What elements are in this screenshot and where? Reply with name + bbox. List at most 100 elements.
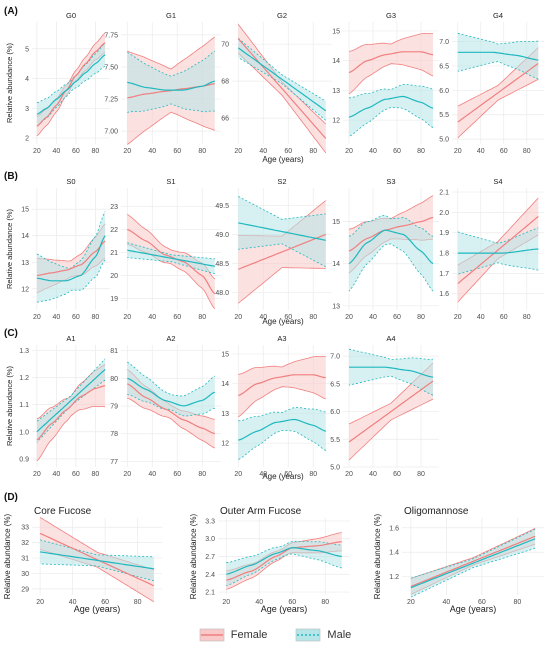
y-tick-label: 14 (332, 261, 340, 268)
panel-s0: 20 40 60 80 12 13 14 15 S0 (B) Relative abundance … (4, 171, 110, 321)
x-tick-label: 40 (52, 148, 60, 155)
x-tick-label: 60 (284, 471, 292, 478)
y-tick-label: 7.0 (330, 354, 340, 361)
panel-title: G3 (386, 11, 396, 20)
x-tick-label: 40 (259, 314, 267, 321)
panel-a3: 20 40 60 80 12 13 14 15 A3 (221, 334, 332, 478)
y-tick-label: 79 (110, 404, 118, 411)
x-tick-label: 20 (234, 314, 242, 321)
series-line-female (238, 374, 326, 397)
y-tick-label: 1.7 (439, 271, 449, 278)
y-tick-label: 5.5 (330, 437, 340, 444)
y-tick-label: 80 (110, 376, 118, 383)
band-edge-female (36, 405, 106, 462)
panel-label: (A) (4, 6, 18, 17)
y-tick-label: 77 (110, 459, 118, 466)
y-tick-label: 68 (221, 79, 229, 86)
x-tick-label: 20 (33, 148, 41, 155)
x-tick-label: 80 (417, 471, 425, 478)
y-tick-label: 29 (21, 586, 29, 593)
panel-title: G1 (166, 11, 176, 20)
x-tick-label: 80 (198, 471, 206, 478)
x-tick-label: 60 (72, 314, 80, 321)
band-edge-male (457, 262, 539, 275)
x-axis-label: Age (years) (262, 317, 304, 326)
series-line-male (127, 80, 215, 91)
band-edge-female (238, 52, 327, 154)
x-tick-label: 20 (454, 314, 462, 321)
x-tick-label: 60 (500, 148, 508, 155)
x-tick-label: 40 (52, 471, 60, 478)
series-line-male (226, 546, 342, 575)
x-tick-label: 80 (309, 471, 317, 478)
y-tick-label: 7.50 (104, 64, 118, 71)
y-tick-label: 33 (21, 525, 29, 532)
band-edge-male (127, 242, 215, 260)
y-tick-label: 7.75 (104, 32, 118, 39)
y-tick-label: 30 (21, 571, 29, 578)
series-line-male (238, 418, 327, 441)
y-tick-label: 48.5 (215, 261, 229, 268)
panel-label: (D) (4, 492, 18, 503)
band-edge-female (36, 223, 106, 262)
panel-g2: 20 40 60 80 66 68 70 G2 (221, 11, 332, 155)
band-edge-female (127, 111, 215, 145)
series-line-male (410, 538, 536, 589)
series-line-male (36, 54, 106, 115)
panel-title: Oligomannose (404, 506, 469, 517)
panel-title: Outer Arm Fucose (220, 506, 302, 517)
series-line-female (410, 535, 536, 587)
y-tick-label: 2 (25, 136, 29, 143)
panel-s1: 20 40 60 80 19 20 21 22 23 S1 (110, 177, 221, 321)
y-tick-label: 1.0 (19, 429, 29, 436)
y-tick-label: 1.8 (439, 251, 449, 258)
x-tick-label: 60 (72, 471, 80, 478)
band-edge-female (348, 33, 434, 52)
series-line-female (127, 228, 216, 295)
panel-s2: 20 40 60 80 48.0 48.5 49.0 49.5 S2 (215, 177, 332, 321)
panel-a4: 20 40 60 80 5.0 5.5 6.0 6.5 7.0 A4 (330, 334, 439, 478)
panel-title: S2 (277, 177, 286, 186)
x-tick-label: 60 (284, 148, 292, 155)
y-tick-label: 2.1 (205, 590, 215, 597)
x-tick-label: 40 (255, 599, 263, 606)
band-edge-male (348, 214, 434, 237)
y-tick-label: 7.0 (439, 39, 449, 46)
y-tick-label: 1.6 (439, 291, 449, 298)
band-edge-female (238, 267, 326, 304)
legend-male-key (296, 628, 321, 642)
x-tick-label: 40 (442, 599, 450, 606)
band-edge-male (36, 379, 106, 443)
y-tick-label: 19 (110, 296, 118, 303)
x-tick-label: 80 (321, 599, 329, 606)
x-tick-label: 40 (369, 148, 377, 155)
x-axis-label: Age (years) (450, 604, 497, 614)
x-tick-label: 80 (523, 314, 531, 321)
band-male (349, 349, 433, 396)
panel-title: S3 (386, 177, 395, 186)
x-tick-label: 80 (309, 314, 317, 321)
series-line-male (40, 551, 154, 570)
band-male (457, 33, 539, 80)
series-line-female (36, 385, 106, 441)
band-male (238, 407, 326, 460)
series-line-male (36, 368, 106, 433)
x-tick-label: 20 (123, 148, 131, 155)
y-tick-label: 5 (25, 46, 29, 53)
x-tick-label: 20 (454, 148, 462, 155)
x-tick-label: 60 (393, 314, 401, 321)
y-tick-label: 22 (110, 227, 118, 234)
y-tick-label: 6.0 (439, 88, 449, 95)
panel-g1: 20 40 60 80 7.00 7.25 7.50 7.75 G1 (104, 11, 221, 155)
band-male (349, 215, 433, 292)
band-edge-male (36, 42, 106, 103)
panel-g4: 20 40 60 80 5.0 5.5 6.0 6.5 7.0 G4 (439, 11, 544, 155)
y-tick-label: 1.3 (19, 348, 29, 355)
legend-female-label: Female (230, 629, 268, 641)
x-tick-label: 60 (500, 314, 508, 321)
legend-female-key (199, 628, 225, 642)
panel-label: (C) (4, 328, 18, 339)
y-tick-label: 21 (110, 250, 118, 257)
x-tick-label: 60 (284, 314, 292, 321)
x-tick-label: 20 (345, 314, 353, 321)
